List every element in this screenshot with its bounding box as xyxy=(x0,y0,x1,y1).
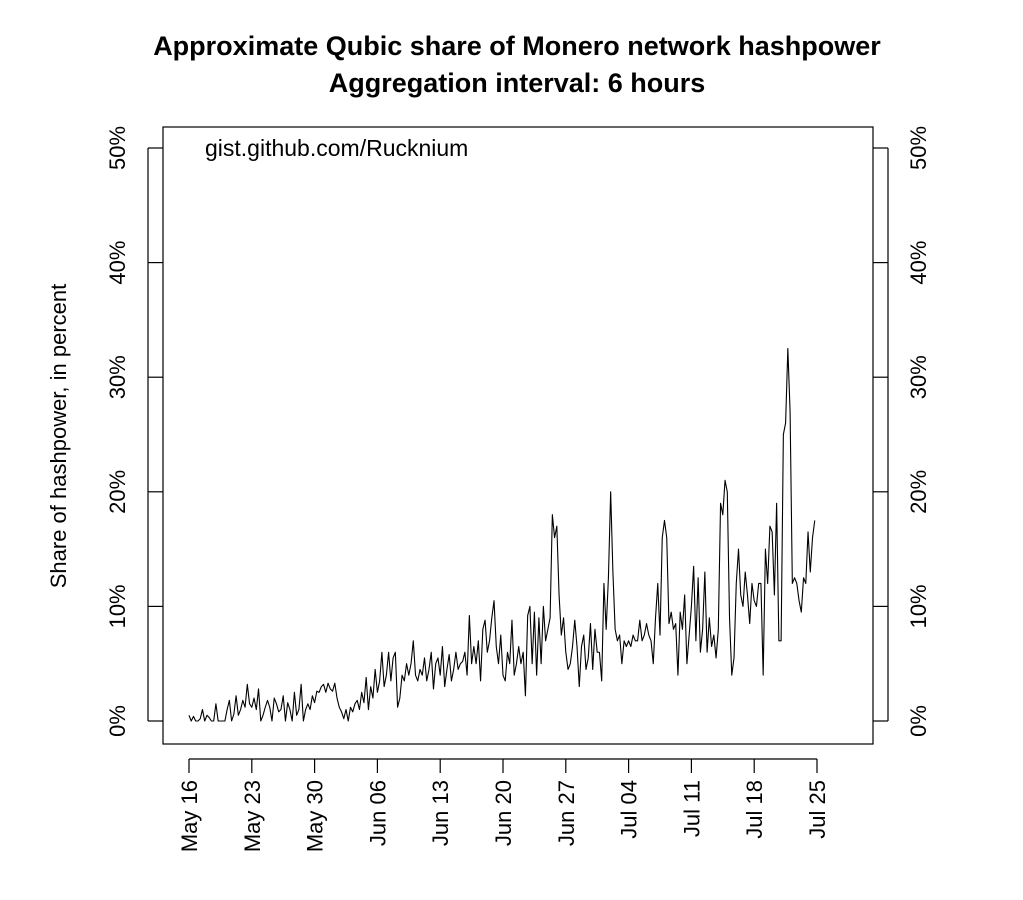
y-tick-label-left: 0% xyxy=(105,705,130,737)
y-axis-left: 0% 10% 20% 30% 40% 50% xyxy=(105,126,163,737)
x-tick-label: Jul 11 xyxy=(679,780,704,837)
x-tick-label: Jul 04 xyxy=(617,780,642,839)
chart-title: Approximate Qubic share of Monero networ… xyxy=(153,31,881,61)
x-tick-label: May 16 xyxy=(177,780,202,852)
x-tick-label: May 23 xyxy=(240,780,265,852)
series-line-qubic-share xyxy=(188,348,816,722)
source-annotation: gist.github.com/Rucknium xyxy=(205,135,468,161)
x-tick-label: Jun 13 xyxy=(428,780,453,846)
y-tick-label-right: 30% xyxy=(906,355,931,399)
chart-subtitle: Aggregation interval: 6 hours xyxy=(329,68,706,98)
y-tick-label-right: 0% xyxy=(906,705,931,737)
y-tick-label-right: 40% xyxy=(906,241,931,285)
y-tick-label-left: 30% xyxy=(105,355,130,399)
x-tick-label: Jul 18 xyxy=(742,780,767,839)
plot-area-frame xyxy=(162,126,874,745)
y-tick-label-right: 20% xyxy=(906,470,931,514)
x-tick-label: Jul 25 xyxy=(805,780,830,839)
y-tick-label-left: 40% xyxy=(105,241,130,285)
x-tick-label: Jun 27 xyxy=(554,780,579,846)
x-tick-label: May 30 xyxy=(303,780,328,852)
y-tick-label-right: 10% xyxy=(906,584,931,628)
x-tick-label: Jun 06 xyxy=(365,780,390,846)
y-tick-label-left: 10% xyxy=(105,584,130,628)
y-tick-label-left: 20% xyxy=(105,470,130,514)
y-tick-label-right: 50% xyxy=(906,126,931,170)
y-axis-title: Share of hashpower, in percent xyxy=(46,284,71,589)
x-axis: May 16 May 23 May 30 Jun 06 Jun 13 Jun 20 Jun … xyxy=(177,758,830,852)
x-tick-label: Jun 20 xyxy=(491,780,516,846)
y-tick-label-left: 50% xyxy=(105,126,130,170)
y-axis-right: 0% 10% 20% 30% 40% 50% xyxy=(873,126,931,737)
